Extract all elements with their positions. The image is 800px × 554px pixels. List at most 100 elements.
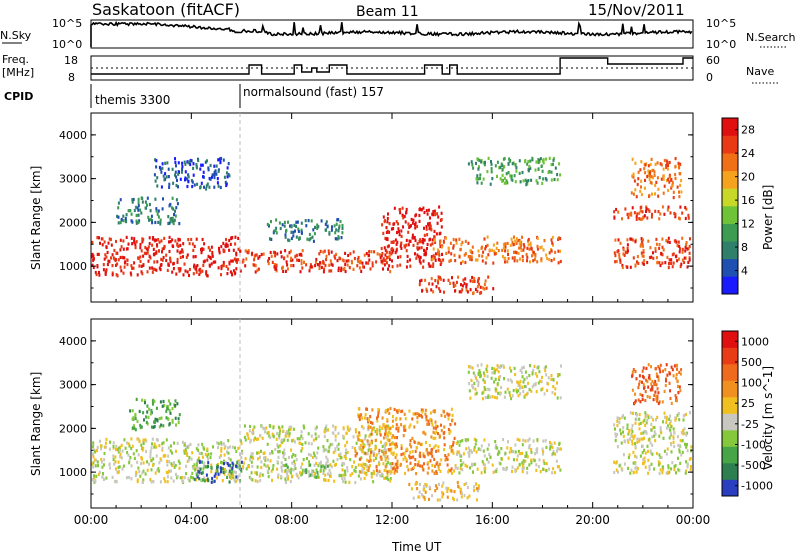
data-cell [550,442,553,446]
data-cell [165,416,168,420]
data-cell [167,263,170,267]
data-cell [435,484,438,488]
data-cell [460,243,463,247]
data-cell [182,255,184,259]
data-cell [223,472,226,476]
data-cell [227,162,230,166]
data-cell [153,238,156,242]
data-cell [385,442,388,446]
data-cell [491,177,494,181]
data-cell [93,474,96,478]
data-cell [662,174,665,178]
data-cell [668,258,671,262]
data-cell [161,446,164,450]
data-cell [157,467,160,471]
data-cell [137,437,140,441]
data-cell [341,461,344,465]
data-cell [661,400,664,404]
data-cell [310,471,313,475]
data-cell [556,465,559,469]
data-cell [474,258,477,262]
data-cell [265,426,268,430]
data-cell [555,459,558,463]
data-cell [639,217,642,221]
data-cell [673,211,676,216]
data-cell [133,261,136,265]
data-cell [480,181,483,185]
data-cell [251,452,254,456]
data-cell [115,447,117,451]
data-cell [249,438,252,442]
data-cell [384,426,387,430]
data-cell [322,270,325,274]
data-cell [667,236,670,240]
data-cell [131,242,134,246]
data-cell [402,425,405,429]
data-cell [189,162,192,167]
data-cell [487,275,490,279]
data-cell [171,451,173,455]
data-cell [512,450,515,454]
data-cell [103,451,106,456]
data-cell [501,173,504,177]
data-cell [459,467,462,471]
data-cell [559,447,562,451]
data-cell [654,209,657,213]
data-cell [207,246,210,250]
data-cell [664,383,667,388]
data-cell [632,450,635,454]
data-cell [657,391,660,395]
data-cell [422,468,425,472]
data-cell [425,447,428,452]
data-cell [203,479,206,483]
data-cell [676,185,679,189]
data-cell [322,250,325,254]
data-cell [633,179,636,183]
data-cell [634,161,637,165]
data-cell [644,415,647,419]
data-cell [367,418,370,422]
data-cell [334,237,337,241]
data-cell [459,459,462,463]
data-cell [166,463,169,467]
data-cell [473,279,476,283]
data-cell [172,261,175,266]
data-cell [191,184,194,189]
data-cell [382,436,385,440]
data-cell [637,386,640,390]
data-cell [386,216,389,221]
data-cell [214,260,217,264]
data-cell [532,383,535,387]
data-cell [469,279,472,283]
data-cell [507,378,510,382]
data-cell [508,159,511,163]
data-cell [198,477,201,481]
data-cell [648,467,651,472]
data-cell [322,464,325,468]
data-cell [167,167,170,171]
data-cell [181,167,184,171]
data-cell [642,420,645,424]
data-cell [381,416,384,420]
data-cell [440,218,443,222]
data-cell [643,456,646,460]
data-cell [295,220,298,224]
data-cell [509,378,512,382]
data-cell [484,380,486,384]
data-cell [130,264,133,268]
data-cell [456,452,458,456]
data-cell [128,459,131,463]
data-cell [440,261,443,265]
data-cell [473,381,476,385]
data-cell [285,228,288,232]
data-cell [685,207,688,211]
data-cell [686,265,689,269]
data-cell [487,156,490,160]
data-cell [433,238,436,242]
data-cell [639,400,642,404]
data-cell [115,263,117,267]
data-cell [623,416,626,420]
data-cell [387,434,390,438]
data-cell [549,447,552,451]
data-cell [329,443,332,447]
